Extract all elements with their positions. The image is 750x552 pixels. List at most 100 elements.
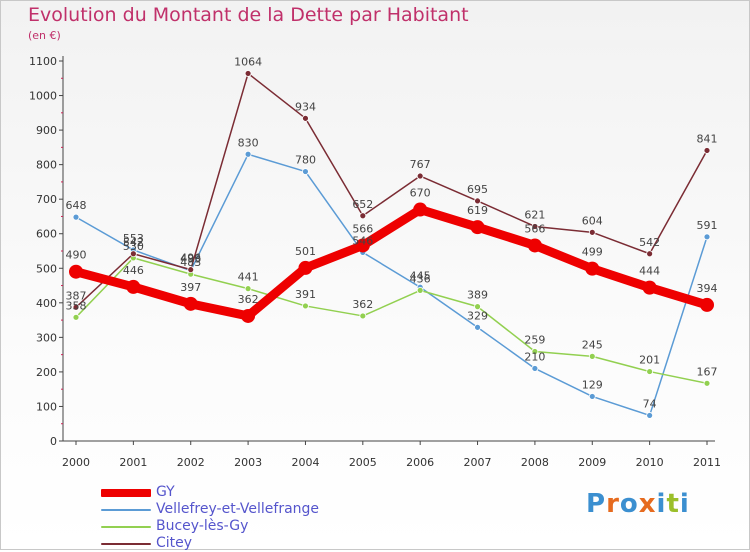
data-label-vellefrey-et-vellefrange: 129 bbox=[582, 378, 603, 391]
data-label-citey: 695 bbox=[467, 183, 488, 196]
y-tick-label: 0 bbox=[50, 435, 57, 448]
x-tick-label: 2006 bbox=[406, 456, 434, 469]
data-point-bucey-l-s-gy bbox=[72, 313, 80, 321]
data-label-bucey-l-s-gy: 441 bbox=[238, 271, 259, 284]
data-point-gy bbox=[585, 261, 600, 276]
data-label-vellefrey-et-vellefrange: 591 bbox=[697, 219, 718, 232]
data-point-gy bbox=[642, 280, 657, 295]
series-line-bucey-l-s-gy bbox=[75, 257, 708, 385]
data-label-bucey-l-s-gy: 436 bbox=[410, 272, 431, 285]
x-tick-label: 2001 bbox=[119, 456, 147, 469]
data-label-bucey-l-s-gy: 362 bbox=[352, 298, 373, 311]
y-tick-label: 400 bbox=[36, 297, 57, 310]
data-point-gy bbox=[527, 238, 542, 253]
y-tick-label: 700 bbox=[36, 193, 57, 206]
data-label-citey: 542 bbox=[123, 236, 144, 249]
data-label-vellefrey-et-vellefrange: 74 bbox=[643, 397, 657, 410]
legend-swatch bbox=[101, 509, 151, 511]
data-label-citey: 767 bbox=[410, 158, 431, 171]
data-label-gy: 394 bbox=[697, 282, 718, 295]
data-label-citey: 841 bbox=[697, 132, 718, 145]
data-point-vellefrey-et-vellefrange bbox=[703, 233, 711, 241]
data-label-bucey-l-s-gy: 201 bbox=[639, 354, 660, 367]
proxiti-logo: Proxiti bbox=[586, 489, 690, 519]
legend-label: Vellefrey-et-Vellefrange bbox=[156, 501, 320, 517]
data-point-vellefrey-et-vellefrange bbox=[72, 213, 80, 221]
data-point-citey bbox=[416, 172, 424, 180]
legend-swatch bbox=[101, 489, 151, 497]
data-point-gy bbox=[298, 260, 313, 275]
data-point-citey bbox=[244, 70, 252, 77]
data-label-citey: 496 bbox=[180, 252, 201, 265]
data-point-gy bbox=[413, 202, 428, 217]
data-label-gy: 444 bbox=[639, 265, 660, 278]
data-point-citey bbox=[129, 250, 137, 258]
data-point-gy bbox=[700, 297, 714, 312]
data-label-citey: 1064 bbox=[234, 55, 262, 68]
y-tick-label: 500 bbox=[36, 262, 57, 275]
data-label-bucey-l-s-gy: 391 bbox=[295, 288, 316, 301]
data-label-gy: 501 bbox=[295, 245, 316, 258]
logo-letter: i bbox=[679, 489, 690, 519]
x-tick-label: 2005 bbox=[349, 456, 377, 469]
data-point-citey bbox=[187, 266, 195, 274]
data-point-bucey-l-s-gy bbox=[474, 303, 481, 311]
data-point-vellefrey-et-vellefrange bbox=[302, 168, 309, 175]
y-tick-label: 1100 bbox=[29, 55, 57, 68]
x-tick-label: 2011 bbox=[693, 456, 721, 469]
data-point-bucey-l-s-gy bbox=[588, 352, 596, 360]
data-label-vellefrey-et-vellefrange: 553 bbox=[123, 232, 144, 245]
data-point-citey bbox=[359, 212, 367, 220]
x-tick-label: 2004 bbox=[291, 456, 319, 469]
data-point-vellefrey-et-vellefrange bbox=[646, 412, 654, 419]
data-label-vellefrey-et-vellefrange: 493 bbox=[180, 253, 201, 266]
data-point-citey bbox=[72, 303, 80, 311]
data-point-bucey-l-s-gy bbox=[646, 368, 654, 375]
x-tick-label: 2010 bbox=[636, 456, 664, 469]
logo-letter: o bbox=[619, 489, 639, 519]
data-label-gy: 490 bbox=[66, 249, 87, 262]
series-line-gy bbox=[71, 205, 712, 321]
data-point-bucey-l-s-gy bbox=[359, 312, 367, 320]
data-point-bucey-l-s-gy bbox=[416, 286, 424, 294]
x-tick-label: 2003 bbox=[234, 456, 262, 469]
y-tick-label: 300 bbox=[36, 331, 57, 344]
x-tick-label: 2000 bbox=[62, 456, 90, 469]
logo-letter: i bbox=[656, 489, 667, 519]
data-point-gy bbox=[241, 308, 256, 323]
x-tick-label: 2002 bbox=[177, 456, 205, 469]
data-label-gy: 499 bbox=[582, 246, 603, 259]
data-point-citey bbox=[703, 147, 711, 154]
data-point-citey bbox=[646, 250, 654, 258]
data-label-gy: 566 bbox=[524, 222, 545, 235]
data-label-citey: 387 bbox=[66, 289, 87, 302]
data-label-gy: 397 bbox=[180, 281, 201, 294]
logo-letter: t bbox=[666, 489, 680, 519]
data-label-gy: 362 bbox=[238, 293, 259, 306]
data-label-bucey-l-s-gy: 358 bbox=[66, 299, 87, 312]
data-label-bucey-l-s-gy: 530 bbox=[123, 240, 144, 253]
legend-label: Bucey-lès-Gy bbox=[156, 518, 249, 534]
data-point-citey bbox=[531, 223, 539, 230]
legend-swatch bbox=[101, 526, 151, 528]
data-point-gy bbox=[355, 238, 370, 253]
data-point-gy bbox=[126, 279, 141, 294]
data-point-vellefrey-et-vellefrange bbox=[531, 365, 539, 372]
data-point-vellefrey-et-vellefrange bbox=[474, 323, 481, 331]
logo-letter: x bbox=[638, 489, 657, 519]
logo-letter: r bbox=[606, 489, 620, 519]
data-label-bucey-l-s-gy: 389 bbox=[467, 289, 488, 302]
data-point-bucey-l-s-gy bbox=[531, 348, 539, 355]
data-label-gy: 446 bbox=[123, 264, 144, 277]
data-label-citey: 652 bbox=[352, 198, 373, 211]
data-label-vellefrey-et-vellefrange: 648 bbox=[66, 199, 87, 212]
data-point-citey bbox=[474, 197, 481, 205]
logo-letter: P bbox=[586, 489, 607, 519]
data-point-citey bbox=[302, 114, 309, 122]
chart-title: Evolution du Montant de la Dette par Hab… bbox=[28, 4, 469, 26]
data-label-gy: 670 bbox=[410, 187, 431, 200]
data-label-gy: 619 bbox=[467, 204, 488, 217]
legend-label: GY bbox=[156, 484, 175, 500]
